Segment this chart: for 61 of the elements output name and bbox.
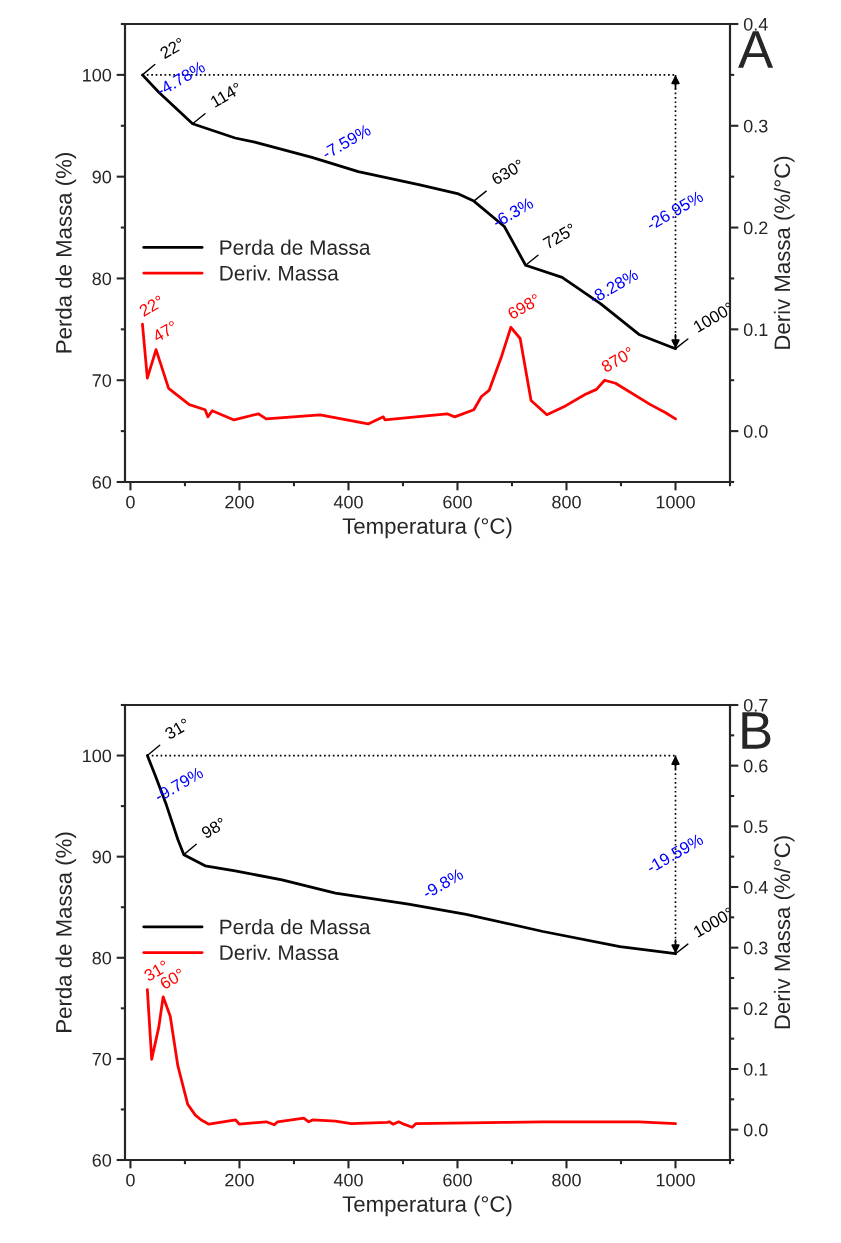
annotation: 114°: [209, 82, 243, 108]
x-tick-label: 0: [126, 495, 135, 509]
x-axis-title: Temperatura (°C): [342, 1195, 512, 1217]
annotation: 630°: [490, 158, 525, 186]
annotation: 870°: [600, 346, 635, 373]
y2-tick-label: 0.7: [743, 698, 768, 712]
legend-label: Perda de Massa: [220, 239, 371, 255]
y-tick-label: 90: [92, 850, 112, 864]
chart-title: B: [742, 712, 771, 749]
x-axis-title: Temperatura (°C): [342, 517, 512, 539]
annotation: 22°: [138, 294, 165, 317]
y2-tick-label: 0.4: [743, 880, 768, 894]
x-tick-label: 600: [443, 1173, 472, 1187]
y2-axis-title: Deriv Massa (%/°C): [773, 156, 795, 349]
x-tick-label: 800: [552, 1173, 581, 1187]
y-axis-title: Perda de Massa (%): [55, 153, 77, 353]
legend-label: Deriv. Massa: [220, 944, 339, 961]
y-tick-label: 70: [92, 374, 112, 387]
x-tick-label: 0: [126, 1173, 135, 1187]
legend-label: Perda de Massa: [220, 919, 371, 935]
y2-tick-label: 0.5: [743, 820, 768, 834]
y2-tick-label: 0.3: [743, 119, 768, 133]
y2-tick-label: 0.6: [743, 759, 768, 773]
chart-title: A: [738, 31, 774, 68]
y2-axis-title: Deriv Massa (%/°C): [773, 836, 795, 1029]
y-tick-label: 100: [83, 68, 112, 82]
annotation: 47°: [151, 320, 179, 343]
y-tick-label: 60: [92, 475, 112, 489]
y2-tick-label: 0.1: [743, 323, 768, 337]
y2-tick-label: 0.1: [743, 1062, 768, 1076]
x-tick-label: 200: [225, 495, 254, 509]
y2-tick-label: 0.2: [743, 1002, 768, 1016]
y-tick-label: 80: [92, 272, 112, 286]
y2-tick-label: 0.0: [743, 425, 768, 438]
y2-tick-label: 0.0: [743, 1123, 768, 1137]
y-tick-label: 100: [83, 749, 112, 763]
annotation: 31°: [163, 717, 191, 740]
legend-label: Deriv. Massa: [220, 265, 339, 281]
y2-tick-label: 0.2: [743, 221, 768, 235]
y2-tick-label: 0.3: [743, 941, 768, 955]
y-tick-label: 60: [92, 1153, 112, 1167]
y-tick-label: 70: [92, 1052, 112, 1066]
line-series: [145, 988, 677, 1129]
y2-tick-label: 0.4: [743, 17, 768, 31]
line-series: [141, 322, 677, 426]
y-axis-title: Perda de Massa (%): [55, 832, 77, 1032]
x-tick-label: 400: [333, 495, 363, 509]
x-tick-label: 1000: [656, 495, 695, 509]
x-tick-label: 200: [225, 1173, 254, 1187]
annotation: 725°: [542, 222, 577, 250]
y-tick-label: 90: [92, 170, 112, 184]
annotation: -6.3%: [491, 196, 535, 229]
x-tick-label: 1000: [656, 1173, 695, 1187]
x-tick-label: 400: [333, 1173, 363, 1187]
annotation: 698°: [506, 293, 542, 320]
annotation: -9.8%: [421, 867, 465, 900]
annotation: 98°: [200, 816, 227, 839]
annotation: 22°: [159, 37, 186, 59]
y-tick-label: 80: [92, 951, 112, 965]
x-tick-label: 600: [443, 495, 472, 509]
x-tick-label: 800: [552, 495, 581, 509]
